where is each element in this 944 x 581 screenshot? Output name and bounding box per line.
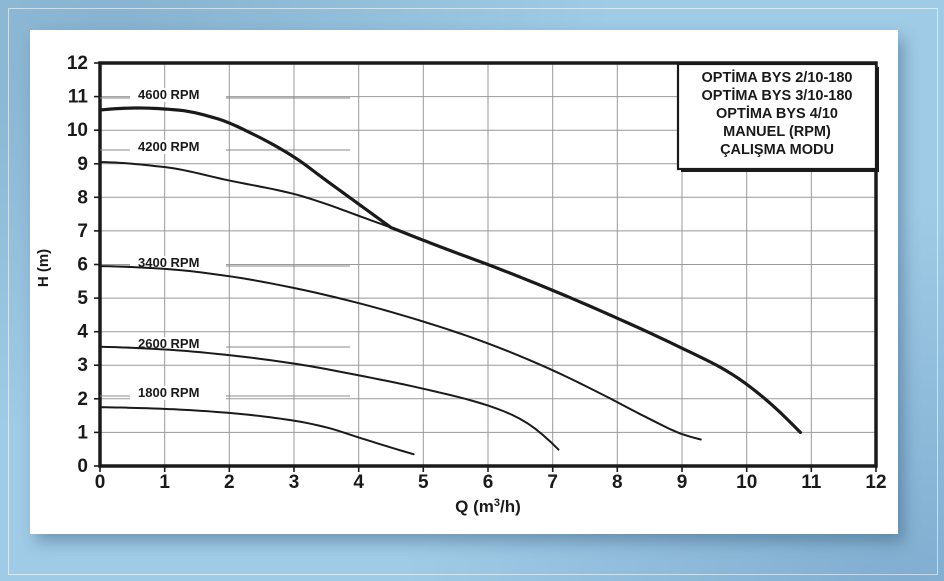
svg-text:0: 0: [95, 472, 106, 493]
svg-text:3: 3: [289, 472, 300, 493]
svg-text:5: 5: [418, 472, 429, 493]
svg-text:4200 RPM: 4200 RPM: [138, 139, 199, 154]
svg-text:1800 RPM: 1800 RPM: [138, 385, 199, 400]
svg-text:6: 6: [77, 255, 88, 276]
svg-text:10: 10: [736, 472, 757, 493]
svg-text:OPTİMA BYS 4/10: OPTİMA BYS 4/10: [716, 105, 838, 122]
svg-text:4: 4: [353, 472, 364, 493]
svg-text:7: 7: [547, 472, 558, 493]
svg-text:12: 12: [865, 472, 886, 493]
svg-text:1: 1: [77, 422, 88, 443]
svg-text:0: 0: [77, 456, 88, 477]
svg-text:8: 8: [612, 472, 623, 493]
svg-text:9: 9: [77, 154, 88, 175]
svg-text:H (m): H (m): [35, 249, 52, 287]
svg-text:4: 4: [77, 322, 88, 343]
svg-text:11: 11: [801, 472, 822, 493]
svg-text:OPTİMA BYS 3/10-180: OPTİMA BYS 3/10-180: [702, 87, 853, 104]
svg-text:7: 7: [77, 221, 88, 242]
svg-text:6: 6: [483, 472, 494, 493]
svg-text:9: 9: [677, 472, 688, 493]
svg-text:Q (m3/h): Q (m3/h): [455, 497, 521, 516]
svg-text:3: 3: [77, 355, 88, 376]
svg-text:OPTİMA BYS 2/10-180: OPTİMA BYS 2/10-180: [702, 69, 853, 86]
svg-text:2: 2: [77, 389, 88, 410]
svg-text:4600 RPM: 4600 RPM: [138, 87, 199, 102]
svg-text:1: 1: [159, 472, 170, 493]
svg-text:10: 10: [67, 120, 88, 141]
svg-text:2: 2: [224, 472, 235, 493]
svg-text:ÇALIŞMA MODU: ÇALIŞMA MODU: [720, 142, 834, 158]
svg-text:5: 5: [77, 288, 88, 309]
svg-text:MANUEL (RPM): MANUEL (RPM): [723, 124, 831, 140]
svg-text:12: 12: [67, 53, 88, 74]
svg-text:8: 8: [77, 187, 88, 208]
svg-text:11: 11: [68, 87, 89, 108]
